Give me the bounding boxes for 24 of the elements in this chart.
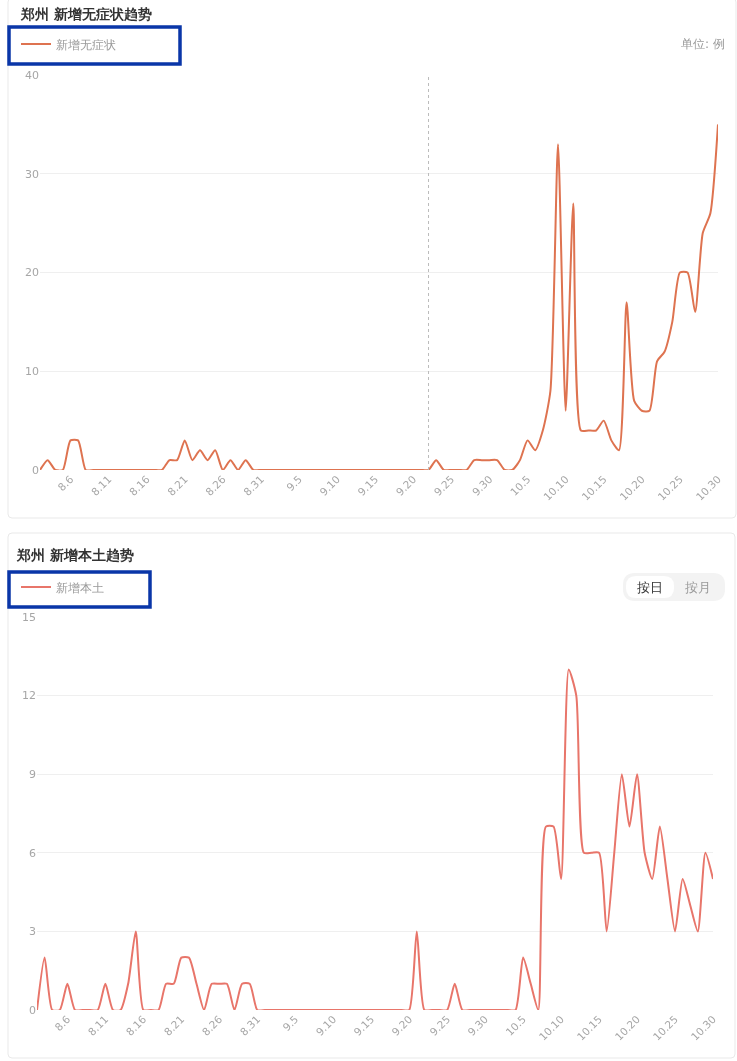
- y-tick-label: 0: [32, 463, 39, 477]
- x-tick-label: 9.5: [280, 1012, 301, 1034]
- y-tick-label: 40: [25, 68, 39, 82]
- y-tick-label: 30: [25, 167, 39, 181]
- line-series: [37, 668, 713, 1010]
- chart-title: 郑州 新增本土趋势: [16, 547, 134, 563]
- x-tick-label: 8.6: [52, 1012, 73, 1034]
- text: 单位: 例: [681, 37, 725, 51]
- chart-title: 郑州 新增无症状趋势: [20, 6, 152, 22]
- y-tick-label: 3: [29, 925, 36, 939]
- y-tick-label: 12: [22, 689, 36, 703]
- x-tick-label: 9.5: [283, 472, 305, 494]
- text: 按日: [637, 580, 663, 595]
- y-tick-label: 15: [22, 610, 36, 624]
- legend-label: 新增本土: [56, 580, 104, 595]
- y-tick-label: 20: [25, 266, 39, 280]
- y-tick-label: 9: [29, 768, 36, 782]
- y-tick-label: 0: [29, 1003, 36, 1017]
- legend-label: 新增无症状: [56, 37, 116, 52]
- text: 按月: [685, 580, 711, 595]
- y-tick-label: 6: [29, 846, 36, 860]
- line-series: [40, 123, 718, 470]
- x-tick-label: 8.6: [55, 472, 76, 494]
- y-tick-label: 10: [25, 365, 39, 379]
